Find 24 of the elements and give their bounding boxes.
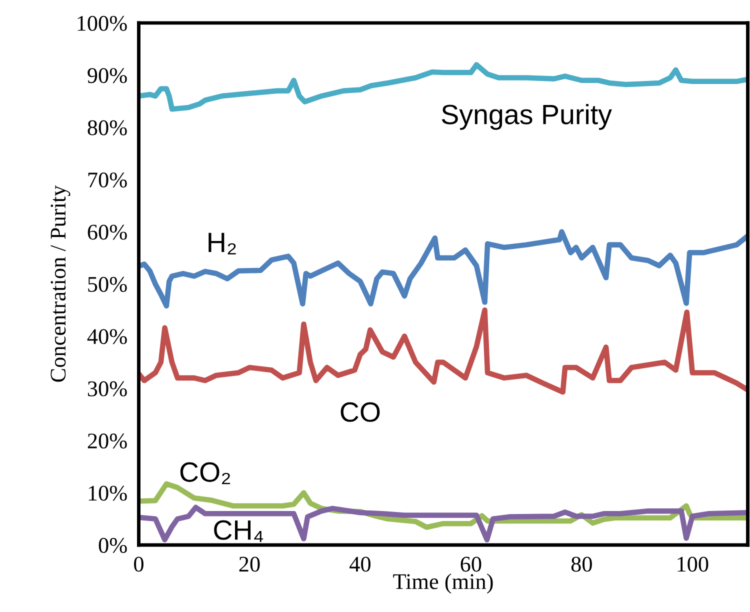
- x-tick-label: 100: [678, 556, 708, 572]
- y-tick-label: 90%: [88, 68, 127, 84]
- x-tick-label: 0: [134, 556, 144, 572]
- series-label: CO₂: [180, 462, 230, 484]
- y-tick-label: 100%: [78, 16, 127, 31]
- y-tick-label: 0%: [98, 538, 127, 553]
- x-tick-label: 60: [460, 556, 482, 572]
- series-label: CO: [340, 402, 380, 422]
- x-tick-label: 80: [571, 556, 592, 572]
- y-tick-label: 60%: [88, 224, 127, 240]
- y-tick-label: 80%: [88, 120, 127, 136]
- y-tick-label: 70%: [88, 172, 127, 188]
- y-tick-label: 10%: [88, 486, 127, 501]
- series-label: Syngas Purity: [442, 104, 612, 130]
- y-tick-label: 30%: [88, 381, 127, 396]
- y-tick-label: 50%: [88, 276, 127, 292]
- series-label: H₂: [208, 232, 236, 254]
- y-tick-label: 20%: [88, 434, 127, 449]
- y-tick-label: 40%: [87, 329, 127, 344]
- x-axis-title: Time (min): [393, 573, 493, 594]
- x-tick-label: 20: [239, 556, 260, 572]
- x-tick-label: 40: [350, 556, 370, 572]
- y-axis-title: Concentration / Purity: [50, 185, 70, 382]
- series-label: CH₄: [214, 520, 264, 542]
